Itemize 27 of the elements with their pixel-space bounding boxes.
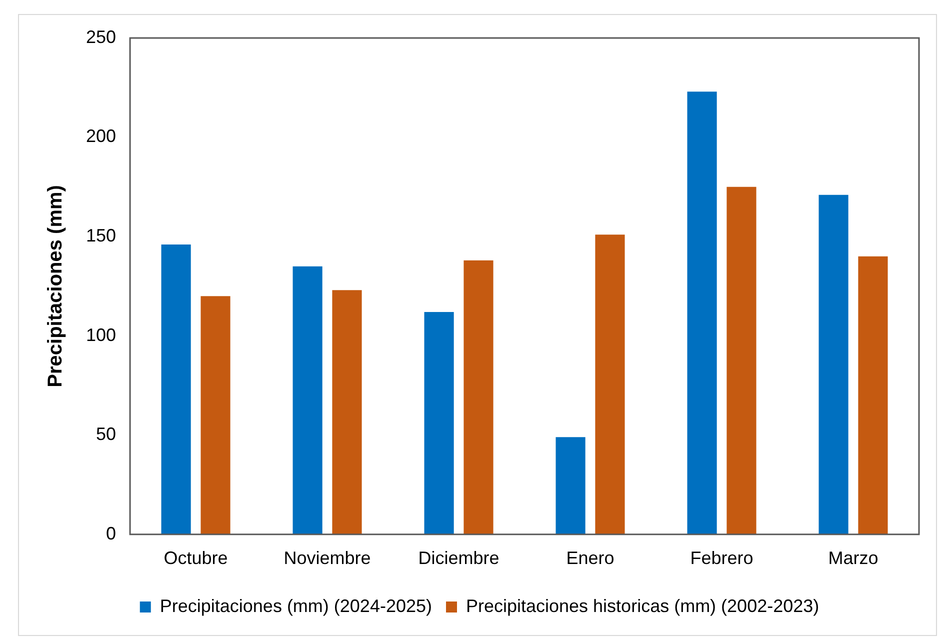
- bar: [595, 234, 625, 534]
- x-tick-label: Enero: [566, 548, 614, 568]
- y-tick-label: 0: [106, 523, 116, 544]
- y-tick-label: 250: [86, 26, 116, 47]
- y-axis-title: Precipitaciones (mm): [44, 185, 67, 388]
- bar: [818, 194, 848, 534]
- y-tick-label: 50: [96, 424, 116, 444]
- legend-label: Precipitaciones (mm) (2024-2025): [160, 596, 432, 616]
- bar: [858, 256, 888, 534]
- bar: [556, 437, 586, 534]
- bar: [726, 186, 756, 534]
- legend-label: Precipitaciones historicas (mm) (2002-2023): [466, 596, 820, 616]
- bar: [332, 290, 362, 534]
- bar: [424, 312, 454, 534]
- x-tick-label: Diciembre: [418, 548, 500, 568]
- y-tick-label: 100: [86, 324, 116, 345]
- x-tick-label: Noviembre: [284, 548, 371, 568]
- bar: [464, 260, 494, 534]
- x-tick-label: Marzo: [828, 548, 878, 568]
- bar: [292, 266, 322, 534]
- bar: [200, 296, 230, 534]
- x-tick-label: Octubre: [164, 548, 228, 568]
- y-tick-label: 150: [86, 226, 116, 246]
- bar: [161, 244, 191, 534]
- bar: [687, 92, 717, 534]
- x-tick-label: Febrero: [690, 548, 754, 568]
- y-tick-label: 200: [86, 126, 116, 146]
